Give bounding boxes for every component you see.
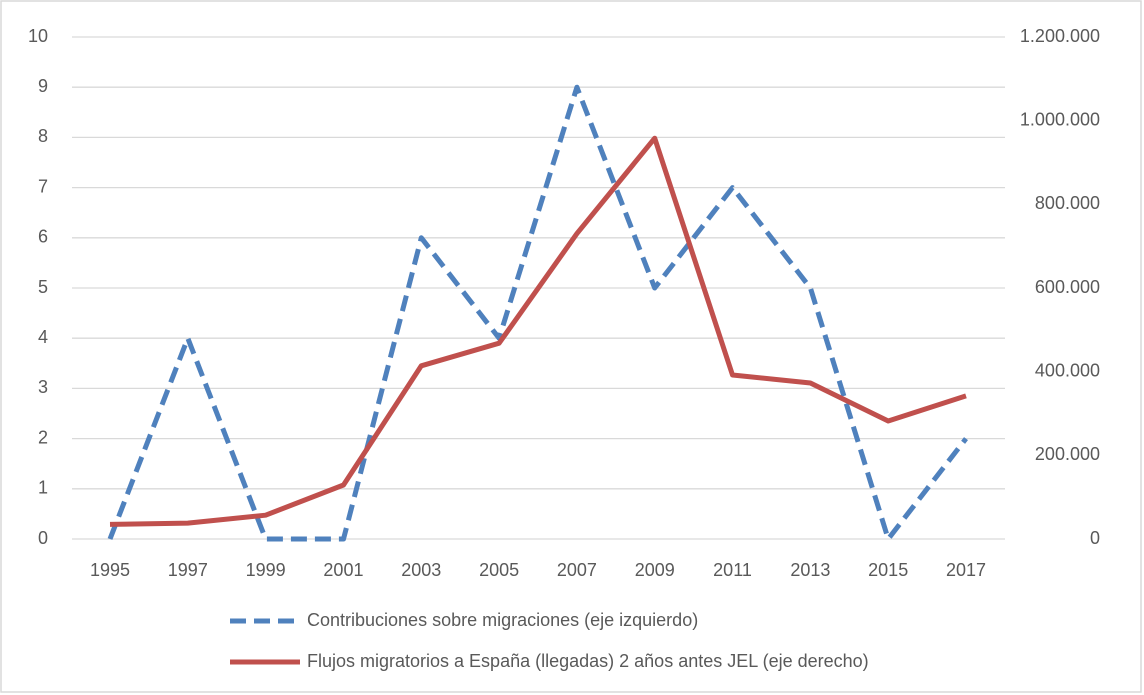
- y-tick-label: 6: [38, 227, 48, 247]
- x-tick-label: 2001: [323, 560, 363, 580]
- y-tick-label: 9: [38, 76, 48, 96]
- y2-tick-label: 600.000: [1035, 277, 1100, 297]
- y2-tick-label: 0: [1090, 528, 1100, 548]
- y2-tick-label: 800.000: [1035, 193, 1100, 213]
- series-line: [107, 84, 968, 542]
- x-tick-label: 2015: [868, 560, 908, 580]
- y2-tick-label: 1.200.000: [1020, 26, 1100, 46]
- x-tick-label: 2003: [401, 560, 441, 580]
- legend-label: Flujos migratorios a España (llegadas) 2…: [307, 651, 869, 671]
- y-tick-label: 8: [38, 126, 48, 146]
- y-tick-label: 0: [38, 528, 48, 548]
- x-tick-label: 2005: [479, 560, 519, 580]
- y2-tick-label: 200.000: [1035, 444, 1100, 464]
- x-tick-label: 2017: [946, 560, 986, 580]
- y-tick-label: 10: [28, 26, 48, 46]
- y-tick-label: 5: [38, 277, 48, 297]
- x-tick-label: 1995: [90, 560, 130, 580]
- x-tick-label: 2011: [713, 560, 752, 580]
- y-tick-label: 4: [38, 327, 48, 347]
- x-tick-label: 2007: [557, 560, 597, 580]
- y-tick-label: 1: [38, 478, 48, 498]
- x-tick-label: 1999: [246, 560, 286, 580]
- y-tick-label: 7: [38, 176, 48, 196]
- legend-label: Contribuciones sobre migraciones (eje iz…: [307, 610, 698, 630]
- y2-tick-label: 1.000.000: [1020, 109, 1100, 129]
- y2-tick-label: 400.000: [1035, 360, 1100, 380]
- x-tick-label: 2013: [790, 560, 830, 580]
- x-tick-label: 1997: [168, 560, 208, 580]
- series-line: [109, 135, 967, 527]
- y-tick-label: 3: [38, 377, 48, 397]
- x-tick-label: 2009: [635, 560, 675, 580]
- y-tick-label: 2: [38, 427, 48, 447]
